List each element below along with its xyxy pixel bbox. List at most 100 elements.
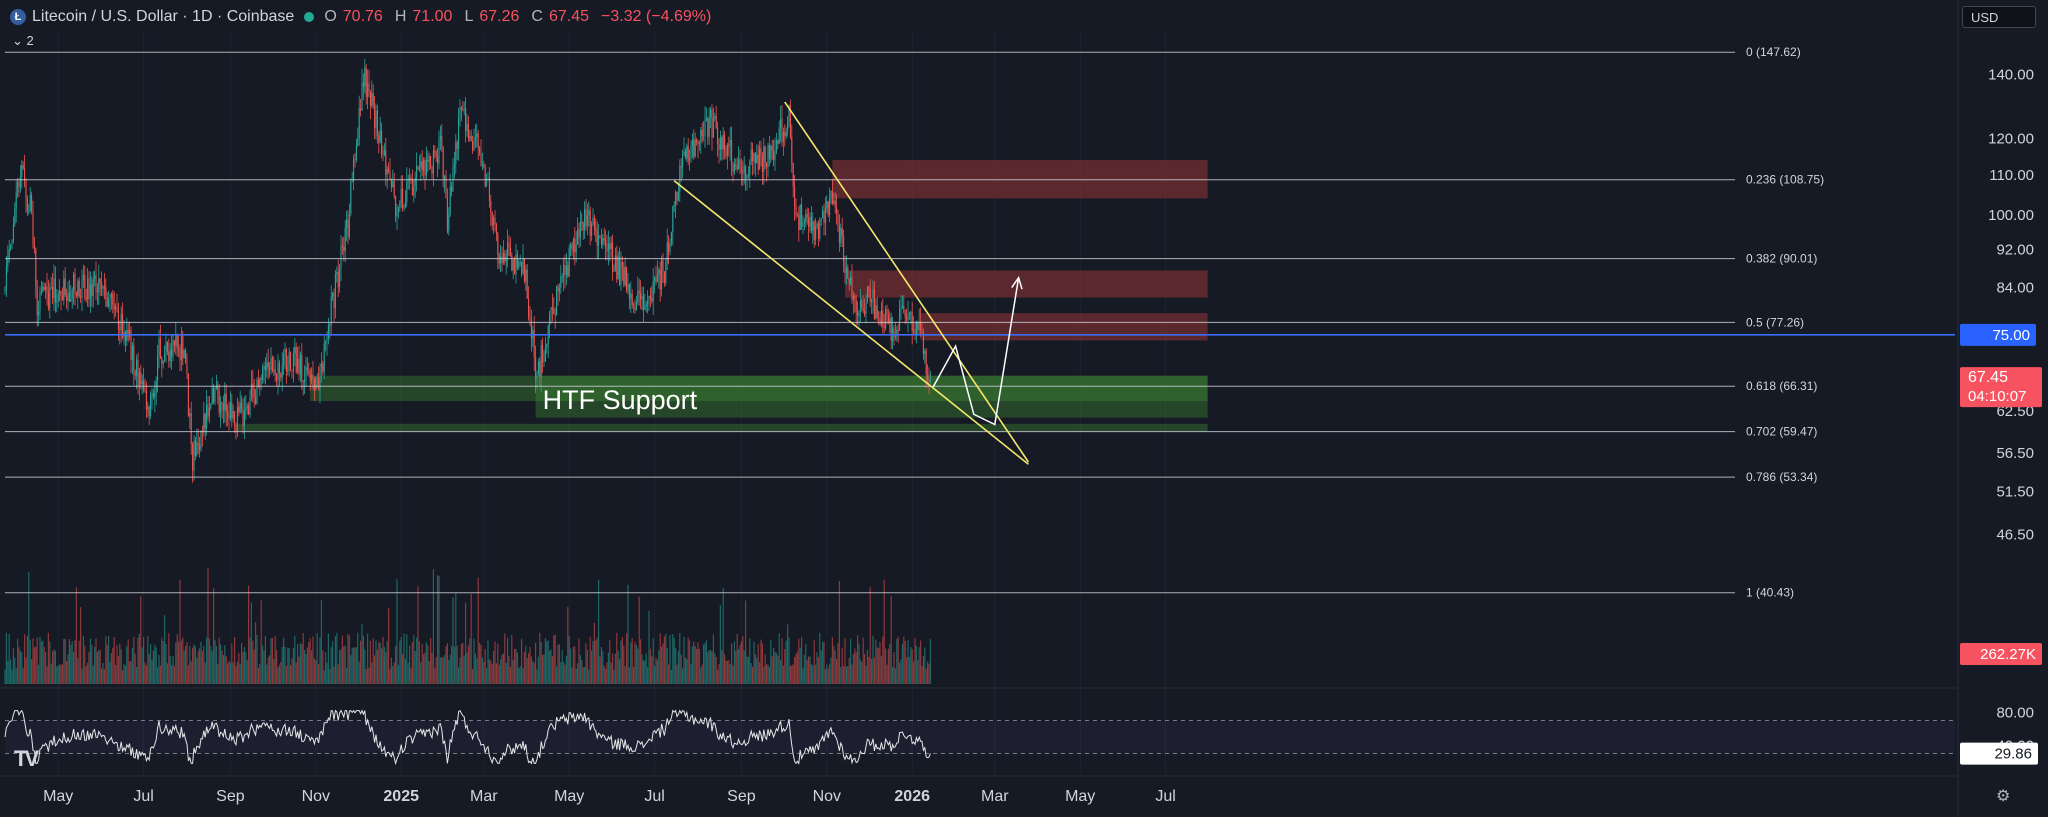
volume-bar <box>36 637 38 684</box>
volume-bar <box>339 650 341 684</box>
volume-bar <box>693 641 695 684</box>
volume-bar <box>497 643 499 684</box>
candle-body <box>186 363 188 375</box>
volume-bar <box>343 646 345 684</box>
candle-body <box>56 300 58 303</box>
volume-bar <box>749 638 751 684</box>
volume-bar <box>785 640 787 684</box>
candle-body <box>616 255 618 280</box>
candle-body <box>334 274 336 309</box>
volume-bar <box>31 659 33 684</box>
candle-body <box>894 336 896 338</box>
volume-bar <box>809 656 811 684</box>
candle-body <box>684 151 686 159</box>
supply-zone <box>920 313 1208 341</box>
candle-body <box>703 135 705 137</box>
candle-body <box>568 247 570 277</box>
volume-bar <box>313 658 315 684</box>
volume-bar <box>334 636 336 684</box>
volume-bar <box>124 665 126 684</box>
volume-bar <box>311 650 313 684</box>
candle-body <box>633 305 635 307</box>
candle-body <box>789 105 791 138</box>
candle-body <box>906 317 908 320</box>
volume-bar <box>46 666 48 684</box>
volume-bar <box>437 575 439 684</box>
volume-bar <box>588 669 590 684</box>
volume-bar <box>802 668 804 684</box>
volume-bar <box>836 658 838 684</box>
volume-bar <box>250 602 252 684</box>
volume-bar <box>441 656 443 684</box>
candle-body <box>680 166 682 168</box>
candle-body <box>647 300 649 304</box>
volume-bar <box>844 638 846 684</box>
volume-bar <box>7 660 9 684</box>
candle-body <box>565 265 567 275</box>
symbol-title[interactable]: Litecoin / U.S. Dollar · 1D · Coinbase <box>32 8 295 25</box>
candle-body <box>539 361 541 378</box>
candle-body <box>878 317 880 319</box>
candle-body <box>313 378 315 390</box>
currency-selector[interactable]: USD <box>1962 6 2036 28</box>
symbol-legend[interactable]: Ł Litecoin / U.S. Dollar · 1D · Coinbase… <box>10 6 717 28</box>
volume-bar <box>340 649 342 684</box>
volume-bar <box>669 635 671 684</box>
candle-body <box>392 181 394 188</box>
settings-gear-icon[interactable]: ⚙ <box>1996 788 2011 805</box>
volume-bar <box>151 659 153 684</box>
candle-body <box>579 221 581 238</box>
time-tick-label: May <box>1065 788 1095 805</box>
price-tick-label: 100.00 <box>1988 207 2034 224</box>
volume-bar <box>374 655 376 684</box>
volume-bar <box>165 643 167 684</box>
volume-bar <box>582 667 584 684</box>
candle-body <box>617 256 619 280</box>
volume-bar <box>568 635 570 684</box>
volume-bar <box>733 641 735 684</box>
volume-bar <box>624 665 626 684</box>
volume-bar <box>563 661 565 684</box>
indicators-collapse-button[interactable]: ⌄ 2 <box>12 33 34 49</box>
rsi-band <box>5 720 1955 754</box>
volume-bar <box>761 643 763 684</box>
candle-body <box>110 293 112 298</box>
volume-bar <box>277 667 279 684</box>
volume-value-label: 262.27K <box>1980 646 2036 663</box>
volume-bar <box>189 645 191 684</box>
candle-body <box>767 145 769 168</box>
time-tick-label: Mar <box>470 788 498 805</box>
volume-bar <box>662 643 664 684</box>
volume-bar <box>35 646 37 684</box>
candle-body <box>567 265 569 277</box>
candle-body <box>403 207 405 209</box>
candle-body <box>214 389 216 403</box>
candle-body <box>749 161 751 175</box>
candle-body <box>830 190 832 198</box>
candle-body <box>448 214 450 232</box>
candle-body <box>390 179 392 188</box>
volume-bar <box>738 648 740 684</box>
candle-body <box>760 147 762 157</box>
candle-body <box>176 334 178 348</box>
time-tick-label: May <box>554 788 584 805</box>
volume-bar <box>145 665 147 684</box>
volume-bar <box>921 666 923 684</box>
volume-bar <box>645 653 647 684</box>
candle-body <box>834 200 836 208</box>
candle-body <box>395 196 397 217</box>
volume-bar <box>845 666 847 684</box>
volume-bar <box>22 668 24 684</box>
tradingview-logo-icon[interactable]: TV <box>14 746 39 771</box>
volume-bar <box>383 647 385 684</box>
candle-body <box>350 181 352 214</box>
candle-body <box>522 258 524 274</box>
volume-bar <box>872 635 874 684</box>
volume-bar <box>490 660 492 684</box>
volume-bar <box>831 637 833 684</box>
volume-bar <box>824 669 826 684</box>
volume-bar <box>889 643 891 684</box>
candle-body <box>299 354 301 375</box>
candle-body <box>346 219 348 228</box>
